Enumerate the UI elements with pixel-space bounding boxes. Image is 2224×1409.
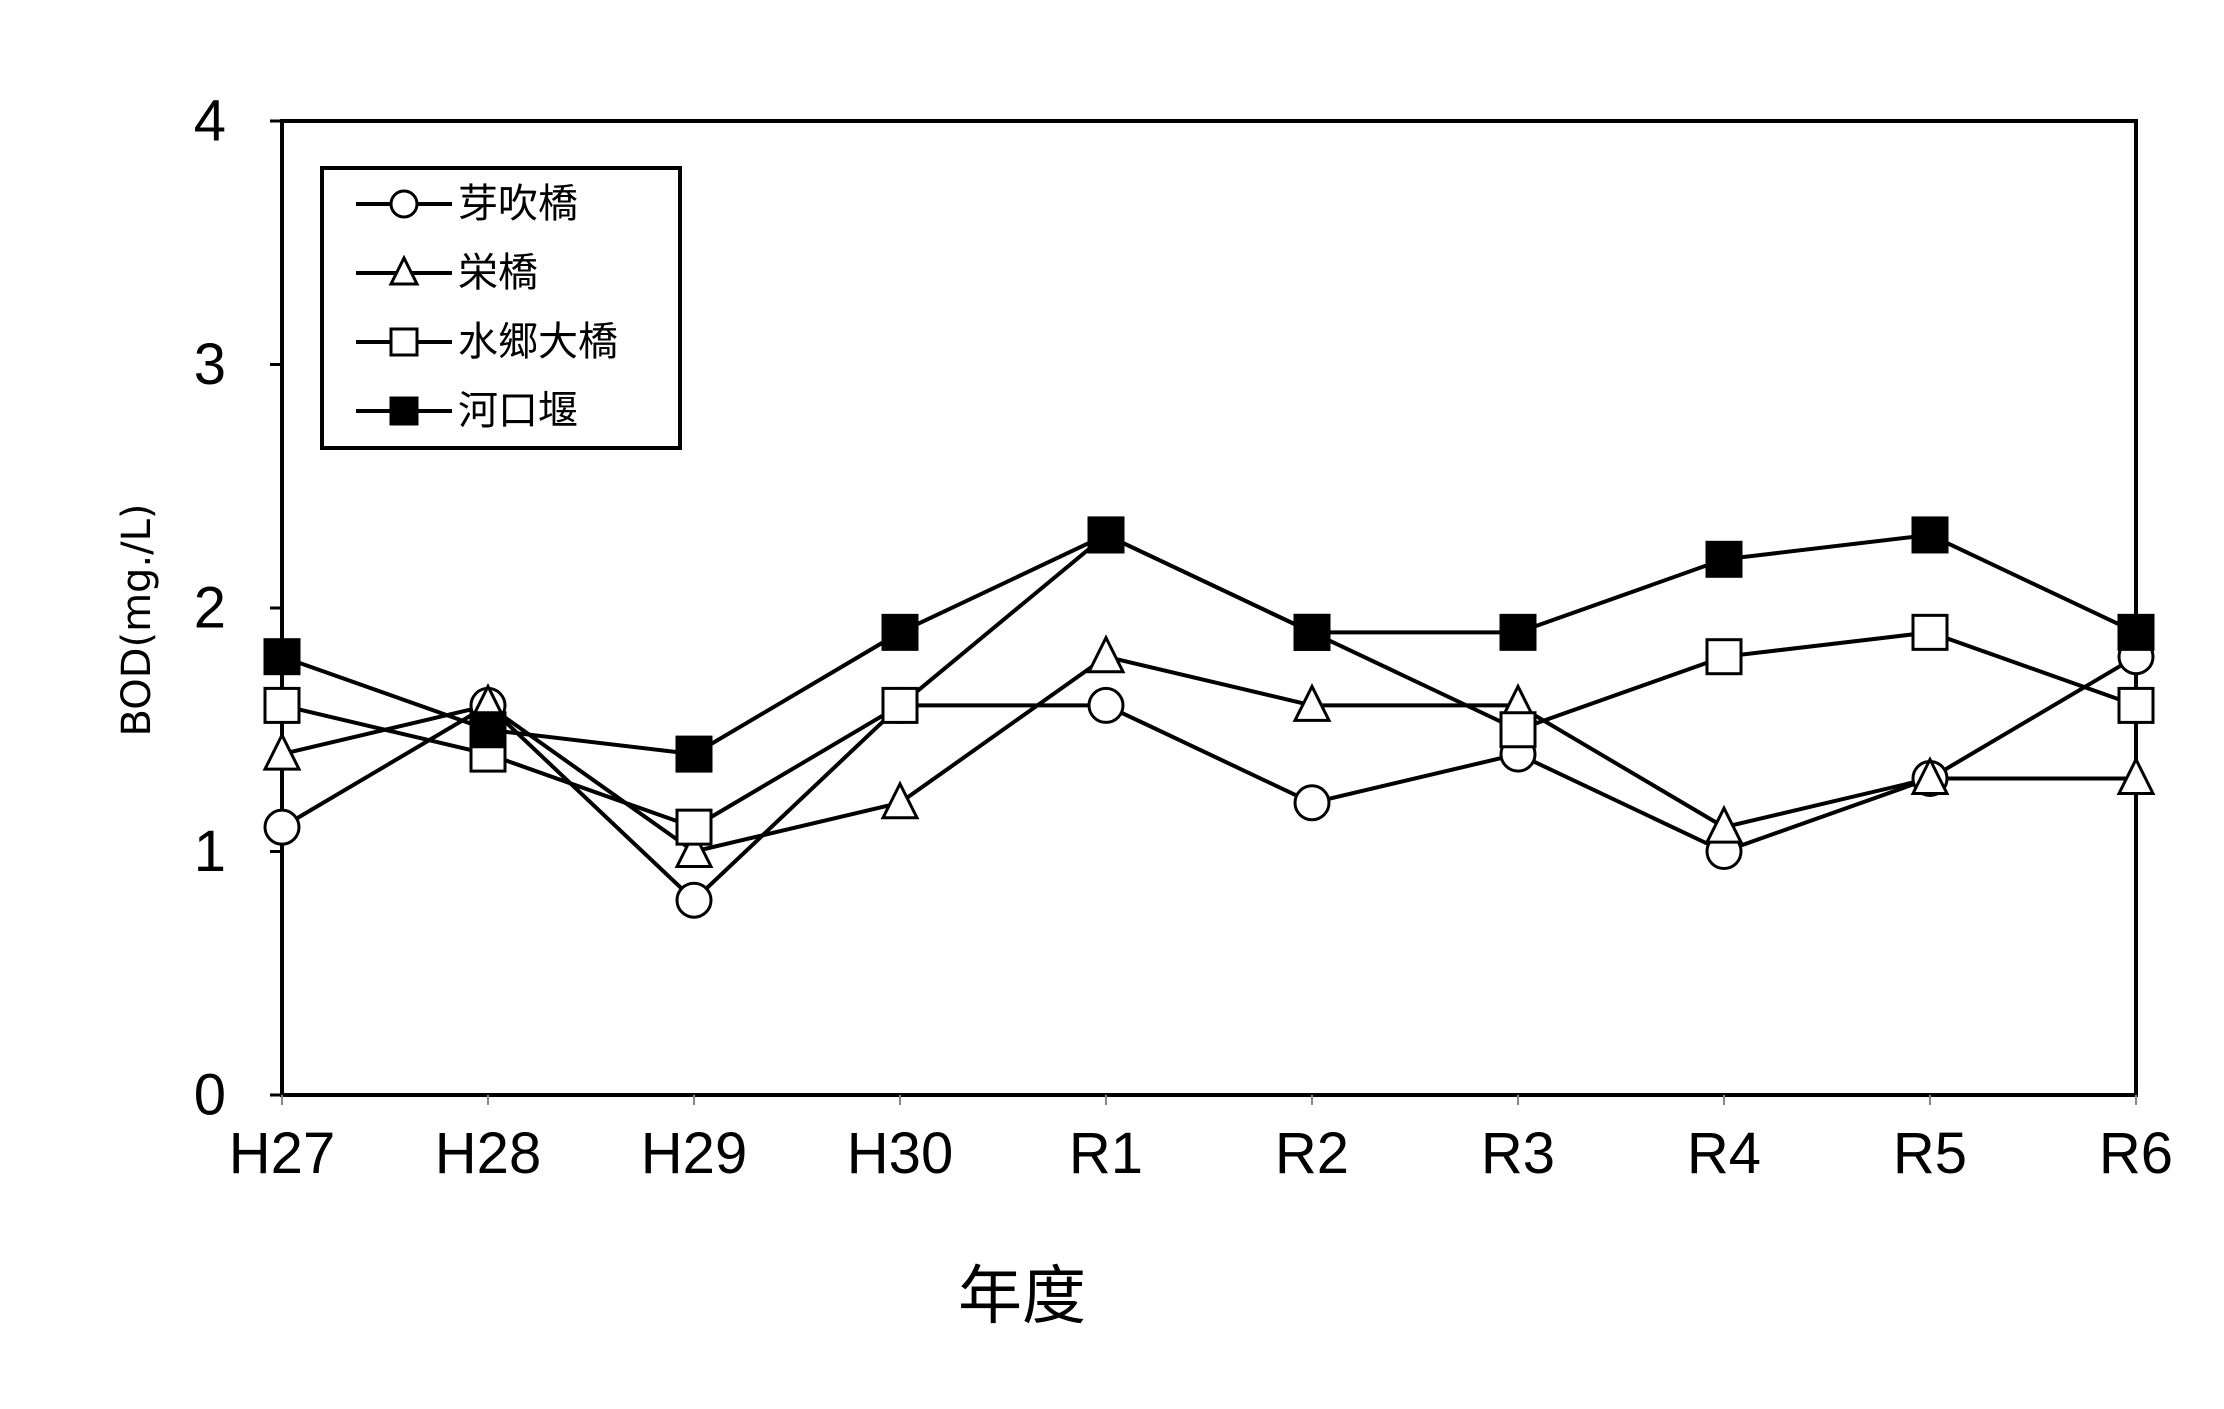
data-point xyxy=(263,808,301,846)
legend-box xyxy=(320,166,682,450)
data-point xyxy=(880,780,920,820)
y-axis-title: BOD(mg./L) xyxy=(114,503,160,736)
data-point xyxy=(675,735,713,773)
legend-item: 芽吹橋 xyxy=(356,181,578,227)
data-point xyxy=(2117,613,2155,651)
data-point xyxy=(1293,784,1331,822)
series-1-line xyxy=(280,654,2138,903)
axes-group: 0 1 2 3 4 H27 H28 H29 H30 R1 R2 R3 R4 R5 R6 年度 BOD(mg./L… xyxy=(114,89,2173,1335)
series-group xyxy=(262,516,2156,919)
legend-label: 河口堰 xyxy=(458,388,578,434)
series-2-line xyxy=(281,654,2136,854)
legend-item: 栄橋 xyxy=(356,250,538,296)
legend-marker xyxy=(389,396,419,426)
y-tick-label: 3 xyxy=(194,332,226,397)
data-point xyxy=(2116,756,2156,795)
x-tick-label: H30 xyxy=(847,1121,953,1186)
data-point xyxy=(881,613,919,651)
data-point xyxy=(262,731,302,771)
y-tick-label: 4 xyxy=(194,89,226,154)
data-point xyxy=(2117,686,2155,724)
data-point xyxy=(674,829,714,868)
data-point xyxy=(1705,638,1743,676)
x-tick-label: H27 xyxy=(229,1121,335,1186)
data-point xyxy=(1499,613,1537,651)
x-tick-label: R4 xyxy=(1687,1121,1761,1186)
data-point xyxy=(1704,804,1744,844)
y-tick-label: 0 xyxy=(194,1063,226,1128)
data-point xyxy=(1911,516,1949,554)
series-4-markers xyxy=(263,516,2155,773)
y-tick-label: 2 xyxy=(194,576,226,641)
series-line xyxy=(280,654,2138,903)
legend-item: 水郷大橋 xyxy=(356,319,618,365)
legend-item: 河口堰 xyxy=(356,388,578,434)
data-point xyxy=(1910,756,1950,795)
series-line xyxy=(281,654,2136,854)
data-point xyxy=(1086,634,1126,674)
data-point xyxy=(1293,613,1331,651)
legend-label: 芽吹橋 xyxy=(458,181,578,227)
data-point xyxy=(675,881,713,919)
x-tick-label: R2 xyxy=(1275,1121,1349,1186)
legend-label: 水郷大橋 xyxy=(458,319,618,365)
legend-marker xyxy=(389,189,419,219)
data-point xyxy=(1705,540,1743,578)
data-point xyxy=(1499,711,1537,749)
legend-label: 栄橋 xyxy=(458,250,538,296)
x-tick-label: R5 xyxy=(1893,1121,1967,1186)
x-axis-title: 年度 xyxy=(958,1260,1086,1334)
data-point xyxy=(1911,613,1949,651)
data-point xyxy=(1292,683,1332,722)
data-point xyxy=(263,686,301,724)
x-tick-label: R1 xyxy=(1069,1121,1143,1186)
data-point xyxy=(881,686,919,724)
x-tick-label: R6 xyxy=(2099,1121,2173,1186)
series-line xyxy=(281,532,2137,757)
y-tick-label: 1 xyxy=(194,819,226,884)
data-point xyxy=(675,808,713,846)
x-tick-label: H29 xyxy=(641,1121,747,1186)
data-point xyxy=(263,638,301,676)
x-tick-label: H28 xyxy=(435,1121,541,1186)
legend-marker xyxy=(388,254,420,286)
legend-marker xyxy=(389,327,419,357)
x-tick-label: R3 xyxy=(1481,1121,1555,1186)
data-point xyxy=(1087,686,1125,724)
data-point xyxy=(469,711,507,749)
data-point xyxy=(1087,516,1125,554)
series-4-line xyxy=(281,532,2137,757)
